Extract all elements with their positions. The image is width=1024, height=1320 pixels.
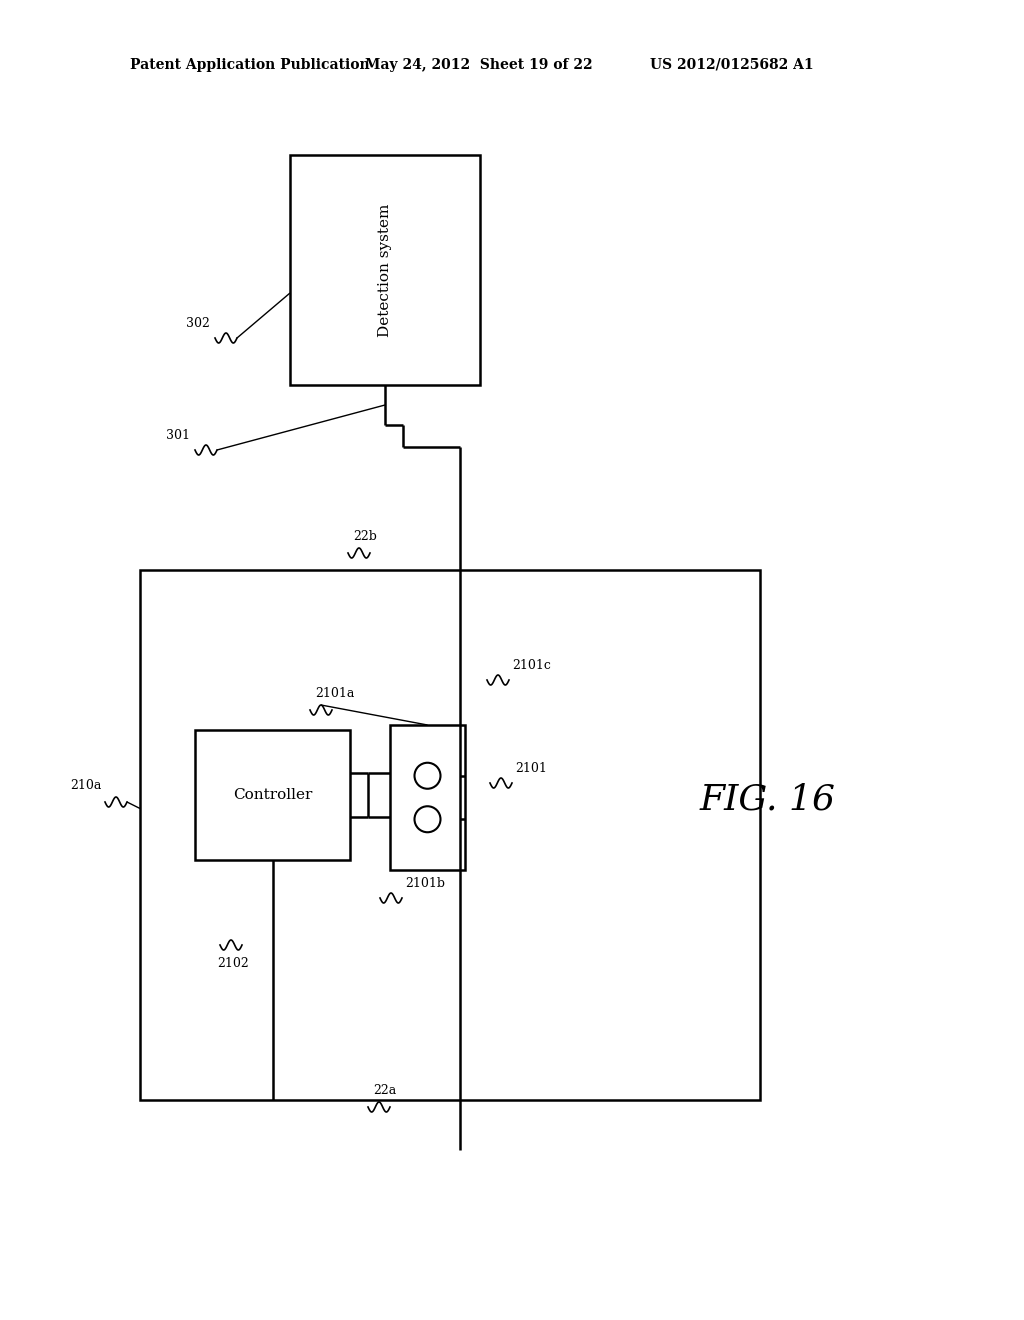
Text: US 2012/0125682 A1: US 2012/0125682 A1 xyxy=(650,58,814,73)
Text: May 24, 2012  Sheet 19 of 22: May 24, 2012 Sheet 19 of 22 xyxy=(365,58,593,73)
Text: 2101a: 2101a xyxy=(315,686,354,700)
Text: 22b: 22b xyxy=(353,531,377,543)
Bar xyxy=(290,154,480,385)
Text: 22a: 22a xyxy=(373,1084,396,1097)
Text: 2101: 2101 xyxy=(515,762,547,775)
Text: 2101b: 2101b xyxy=(406,876,445,890)
Bar xyxy=(140,570,760,1100)
Text: Patent Application Publication: Patent Application Publication xyxy=(130,58,370,73)
Bar xyxy=(195,730,350,861)
Text: FIG. 16: FIG. 16 xyxy=(700,783,836,817)
Text: 301: 301 xyxy=(166,429,190,442)
Bar xyxy=(390,725,465,870)
Text: 302: 302 xyxy=(186,317,210,330)
Text: 210a: 210a xyxy=(71,779,102,792)
Text: 2102: 2102 xyxy=(217,957,249,970)
Text: 2101c: 2101c xyxy=(512,659,551,672)
Text: Detection system: Detection system xyxy=(378,203,392,337)
Text: Controller: Controller xyxy=(232,788,312,803)
